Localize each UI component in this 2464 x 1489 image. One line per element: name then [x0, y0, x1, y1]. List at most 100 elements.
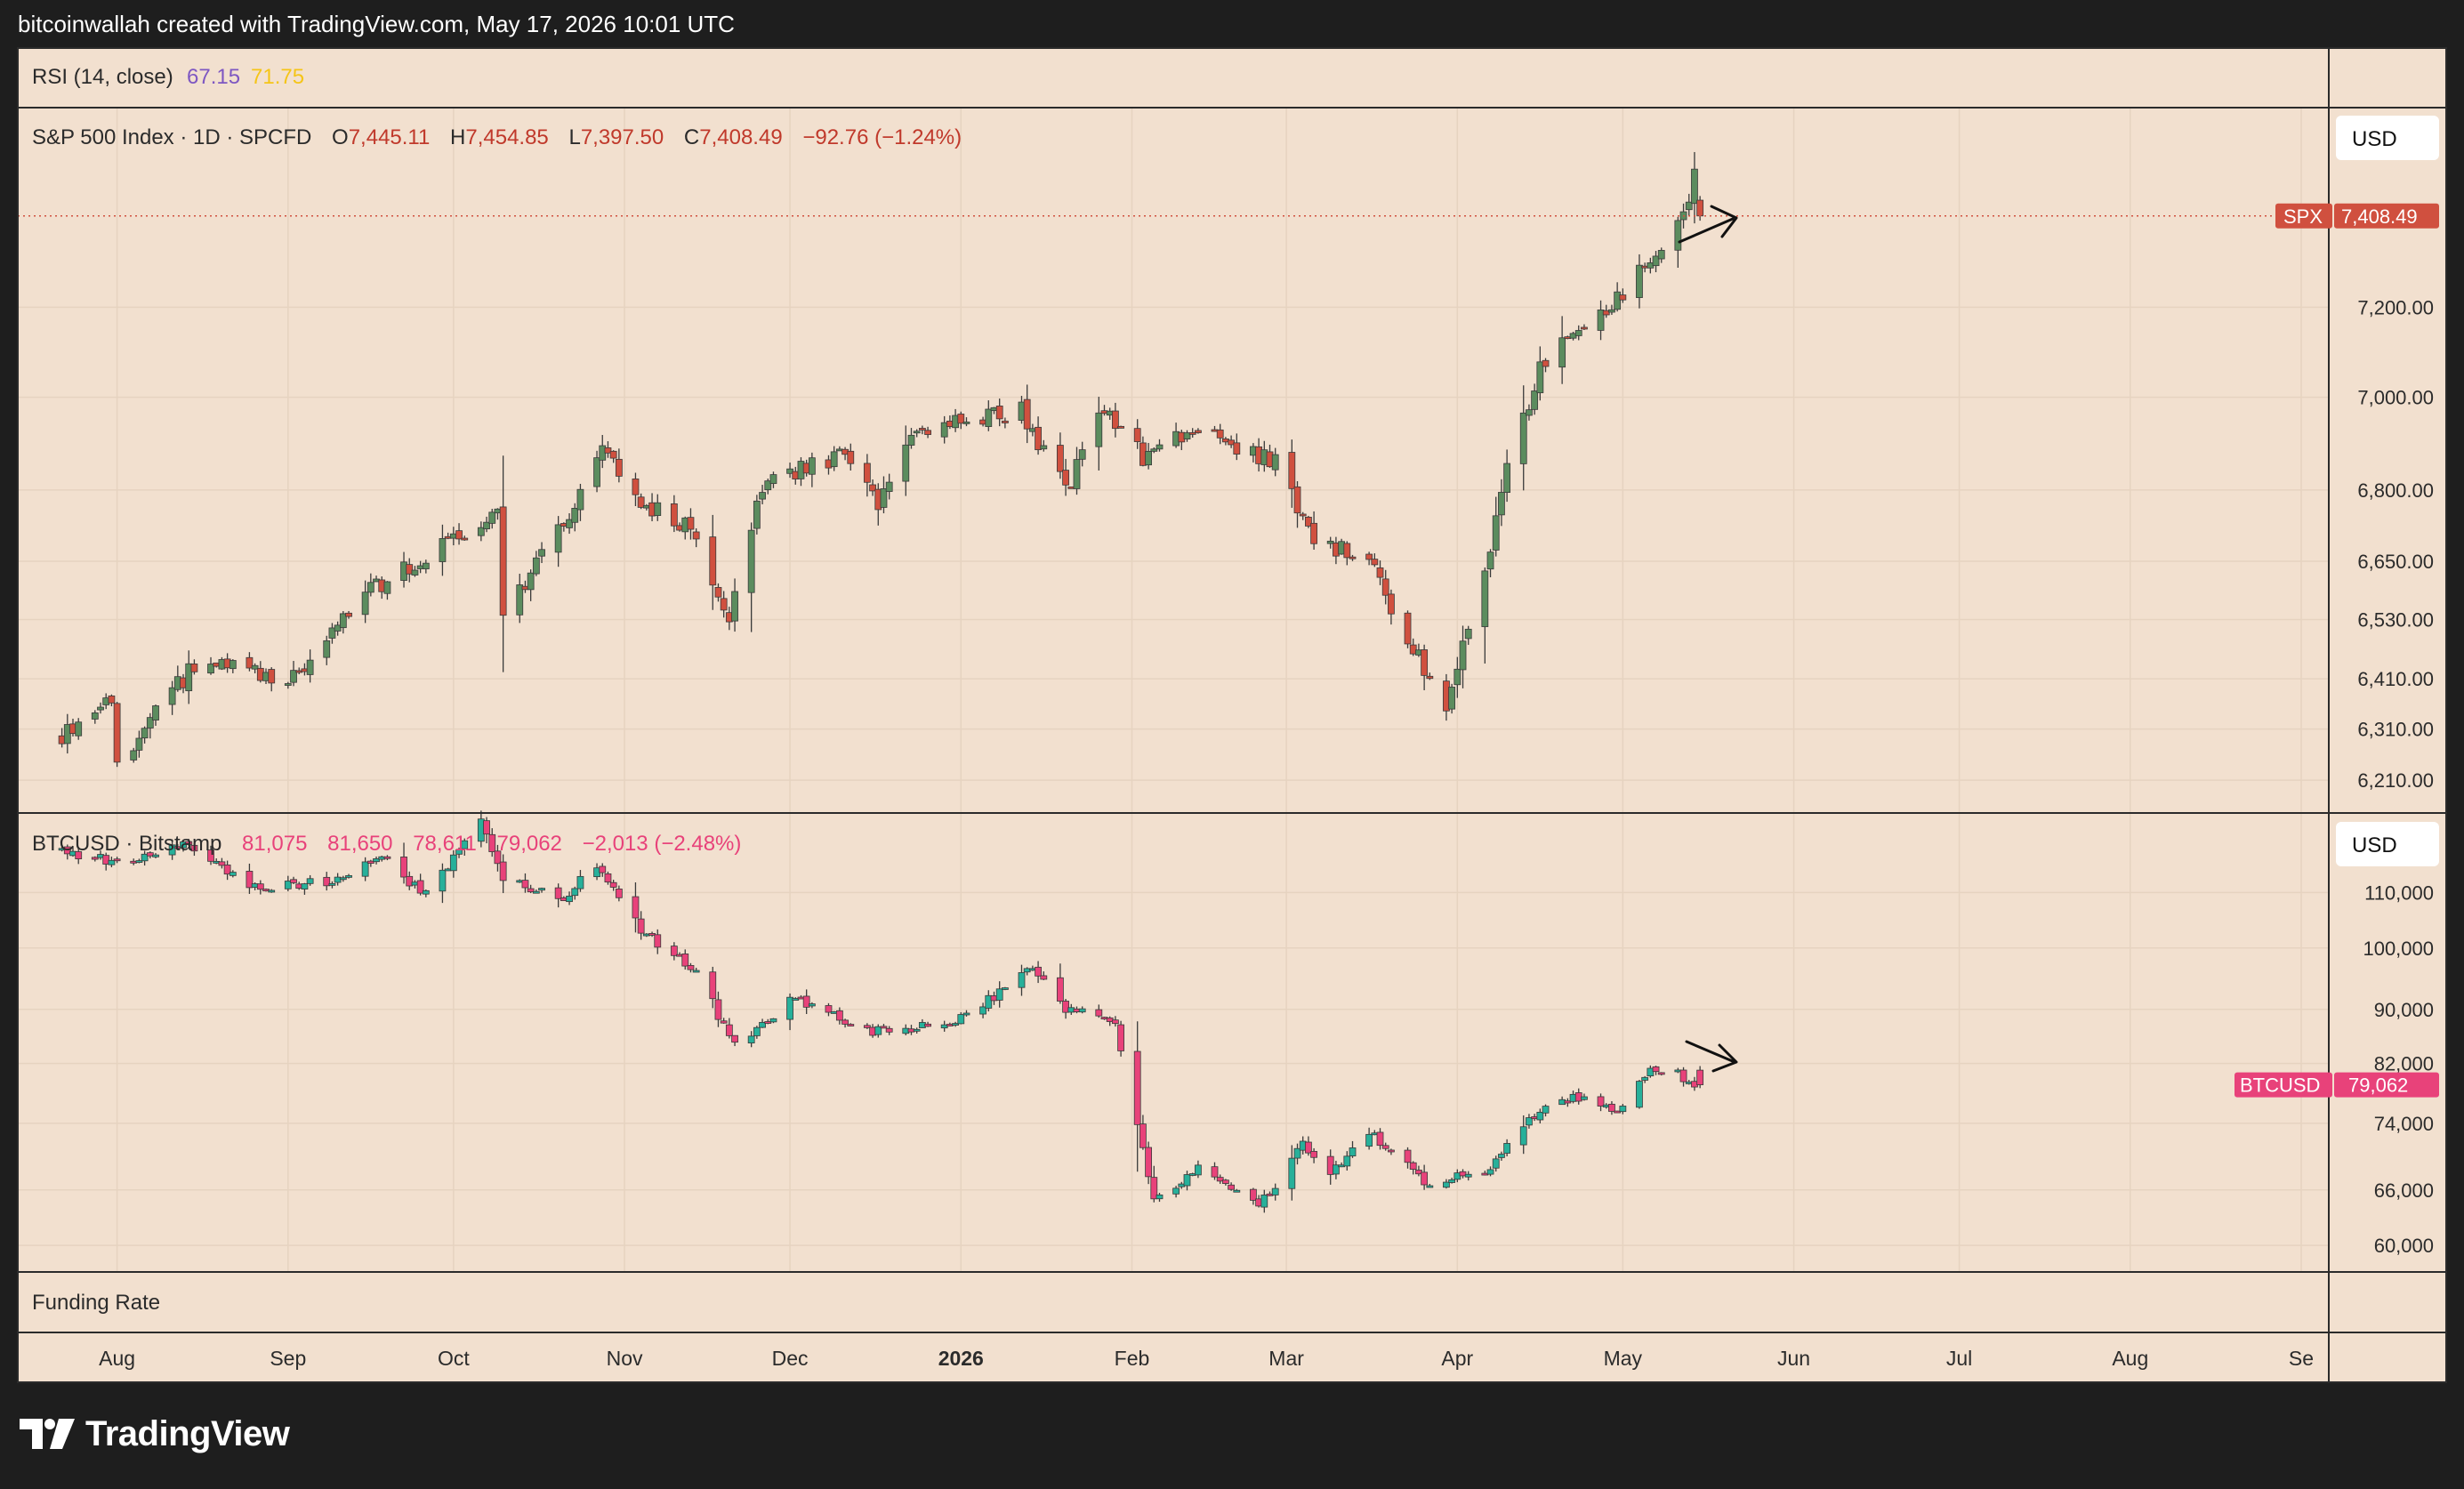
btc-candle	[1133, 1021, 1141, 1172]
btc-candle	[1343, 1151, 1351, 1171]
btc-candle	[1145, 1141, 1152, 1185]
btc-candle	[962, 1010, 970, 1017]
btc-candle	[1156, 1192, 1164, 1203]
btc-candle	[185, 839, 193, 847]
spx-candle	[141, 726, 149, 744]
btc-candle	[256, 880, 264, 895]
btc-candle	[1492, 1155, 1500, 1172]
btc-candle	[284, 875, 292, 892]
btc-candle	[1526, 1114, 1533, 1129]
btc-candle	[681, 949, 689, 970]
spx-candle	[1657, 247, 1665, 263]
spx-candle	[339, 611, 347, 634]
spx-l-label: L	[568, 125, 580, 149]
spx-y-tick-label: 6,410.00	[2357, 668, 2434, 690]
spx-candle	[516, 574, 524, 624]
btc-candle	[527, 884, 535, 894]
spx-candle	[97, 702, 104, 714]
btc-candle	[792, 997, 800, 1001]
spx-candle	[1464, 625, 1472, 645]
spx-candle	[1145, 442, 1152, 470]
spx-candle	[962, 417, 970, 427]
spx-candle	[251, 663, 259, 673]
spx-currency-button[interactable]: USD	[2336, 116, 2439, 160]
btc-candle	[449, 849, 457, 878]
spx-candle	[1519, 385, 1527, 491]
spx-price-axis[interactable]: 6,210.00 6,310.00 6,410.00 6,530.00 6,650.00…	[2357, 296, 2434, 792]
btc-candle	[361, 857, 369, 881]
spx-candle	[747, 522, 755, 632]
btc-o-value: 81,075	[242, 832, 307, 856]
btc-candle	[135, 858, 143, 864]
btc-candle	[632, 881, 640, 933]
spx-candle	[1459, 625, 1467, 688]
btc-price-axis[interactable]: 60,000 66,000 74,000 82,000 90,000 100,000 110…	[2363, 881, 2434, 1257]
spx-candle	[207, 656, 214, 675]
spx-candle	[1636, 254, 1643, 309]
spx-candle	[306, 649, 314, 683]
btc-candle	[538, 887, 545, 893]
btc-candle	[1260, 1189, 1268, 1213]
btc-candle	[1641, 1075, 1649, 1083]
btc-currency-button[interactable]: USD	[2336, 822, 2439, 866]
spx-candle	[571, 503, 579, 532]
funding-rate-label: Funding Rate	[32, 1291, 160, 1315]
spx-candle	[1536, 346, 1544, 401]
btc-candle	[306, 874, 314, 886]
time-axis-label: Apr	[1441, 1347, 1473, 1370]
attribution-bar: bitcoinwallah created with TradingView.c…	[0, 0, 2464, 48]
spx-candle	[918, 425, 926, 435]
spx-candle	[566, 513, 573, 535]
grid-lines	[18, 108, 2329, 1272]
btc-candle	[323, 872, 331, 891]
btc-candle	[1404, 1147, 1412, 1169]
btc-candle	[1150, 1165, 1158, 1203]
btc-c-value: 79,062	[497, 832, 562, 856]
rsi-label: RSI (14, close)	[32, 65, 173, 89]
spx-candle	[687, 508, 695, 540]
btc-candle	[1657, 1072, 1665, 1076]
spx-candle	[1597, 300, 1605, 341]
btc-y-tick-label: 90,000	[2374, 999, 2434, 1021]
spx-candle	[1376, 560, 1384, 585]
spx-h-label: H	[450, 125, 465, 149]
btc-candle	[808, 1002, 816, 1009]
btc-candle	[113, 857, 121, 864]
time-axis-label: 2026	[938, 1347, 984, 1370]
btc-candle	[146, 851, 154, 859]
spx-candle	[720, 591, 728, 618]
spx-y-tick-label: 7,000.00	[2357, 387, 2434, 409]
btc-candle	[1498, 1151, 1505, 1161]
spx-candle	[284, 681, 292, 689]
btc-candle	[483, 817, 490, 844]
spx-candle	[1056, 432, 1064, 479]
time-axis[interactable]: Aug Sep Oct Nov Dec 2026 Feb Mar Apr May Jun Jul Aug…	[99, 1347, 2314, 1370]
spx-candle	[1388, 589, 1395, 625]
spx-candle	[1195, 428, 1202, 434]
btc-candle	[190, 842, 198, 857]
btc-candle	[91, 856, 99, 862]
spx-candle	[527, 569, 535, 601]
spx-candle	[91, 710, 99, 724]
spx-candle	[1233, 433, 1241, 461]
spx-candle	[75, 718, 83, 740]
spx-candle	[1288, 439, 1296, 508]
btc-candle	[571, 886, 579, 900]
btc-candle	[455, 847, 463, 858]
spx-candle	[113, 702, 121, 768]
btc-y-tick-label: 66,000	[2374, 1179, 2434, 1202]
time-axis-label: Feb	[1115, 1347, 1150, 1370]
btc-candle	[1349, 1140, 1357, 1158]
spx-currency-label: USD	[2352, 127, 2397, 151]
btc-candle	[1111, 1016, 1119, 1027]
spx-candle	[753, 495, 761, 535]
spx-c-value: 7,408.49	[699, 125, 782, 149]
spx-candle	[361, 580, 369, 624]
spx-candle	[1531, 383, 1539, 415]
spx-y-tick-label: 6,650.00	[2357, 551, 2434, 573]
btc-candle	[802, 989, 810, 1015]
spx-candle	[1526, 404, 1533, 421]
spx-candle	[1674, 216, 1682, 268]
btc-candle	[1095, 1004, 1103, 1018]
